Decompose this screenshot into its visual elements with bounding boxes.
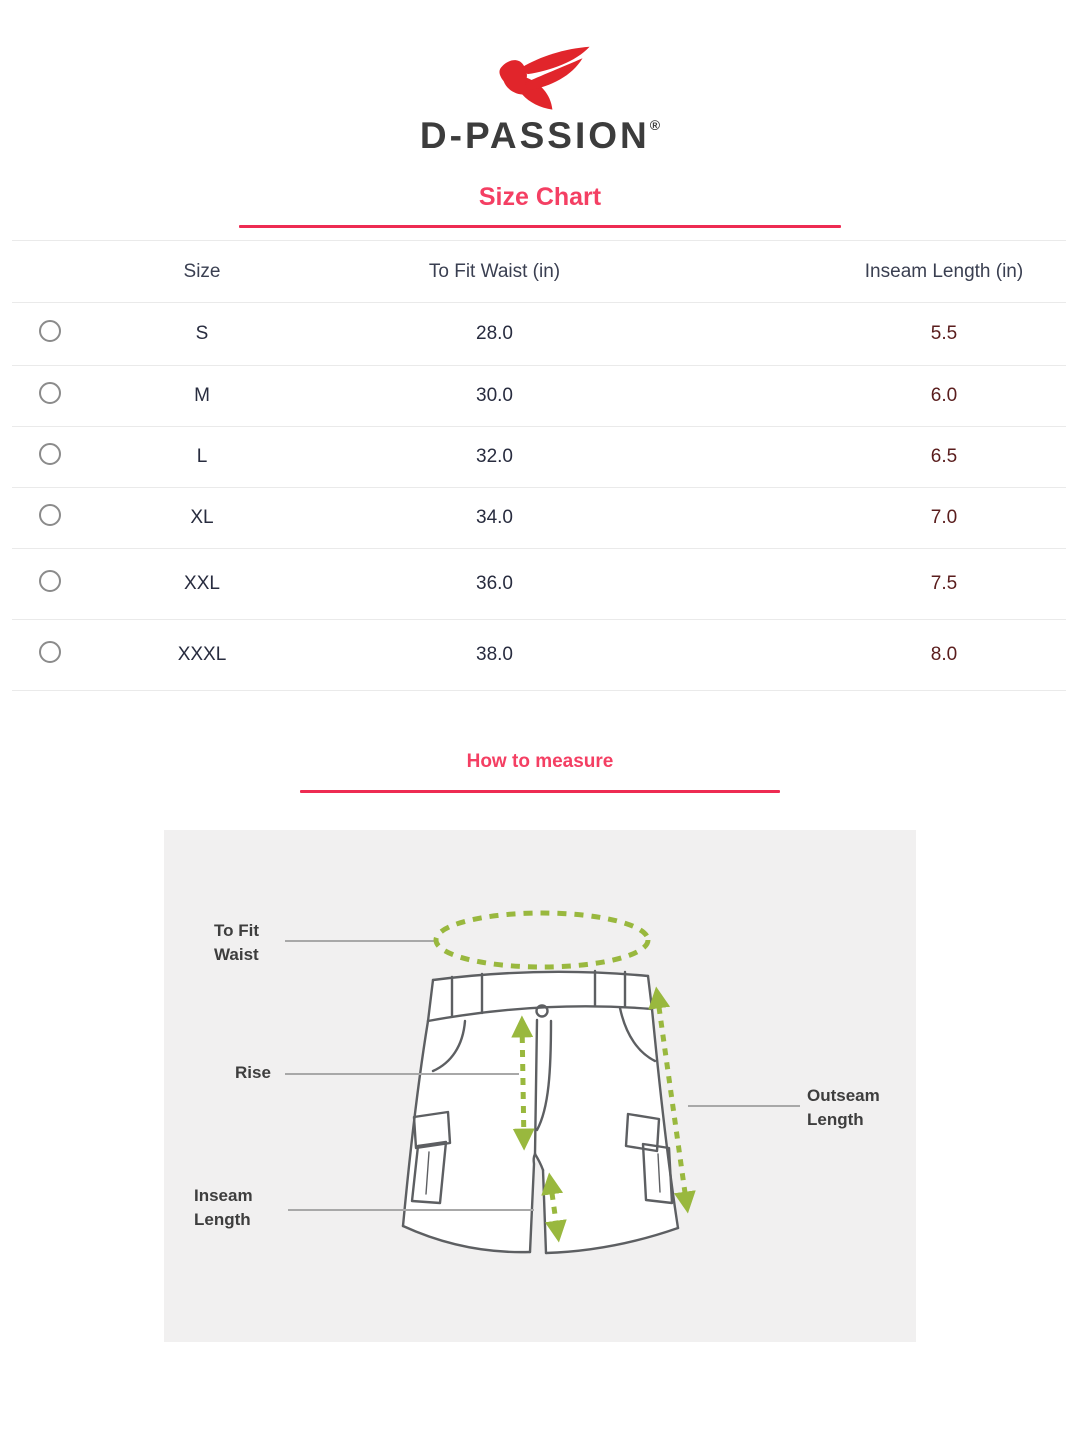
table-row[interactable]: XL 34.0 7.0 [12, 488, 1066, 549]
table-row[interactable]: M 30.0 6.0 [12, 366, 1066, 427]
table-row[interactable]: XXXL 38.0 8.0 [12, 620, 1066, 691]
size-radio[interactable] [39, 382, 61, 404]
outseam-length-label-line2: Length [807, 1110, 864, 1129]
brand-name: D-PASSION® [420, 117, 660, 154]
size-radio[interactable] [39, 570, 61, 592]
size-value: S [195, 323, 209, 344]
table-row[interactable]: S 28.0 5.5 [12, 303, 1066, 366]
outseam-length-label: Outseam Length [807, 1084, 880, 1132]
rise-label: Rise [235, 1063, 271, 1082]
inseam-length-label: Inseam Length [194, 1184, 253, 1232]
radio-cell [12, 641, 92, 669]
column-header-size: Size [183, 260, 221, 282]
measure-diagram: To Fit Waist Rise Inseam Length Outseam … [164, 830, 916, 1342]
inseam-value: 6.5 [930, 446, 958, 467]
inseam-value: 7.0 [930, 507, 958, 528]
size-chart-title: Size Chart [478, 183, 602, 211]
size-chart-underline [239, 225, 841, 228]
size-value: L [196, 446, 208, 467]
to-fit-waist-label-line1: To Fit [214, 921, 259, 940]
inseam-length-label-line2: Length [194, 1210, 251, 1229]
waist-value: 32.0 [476, 446, 513, 467]
table-header-row: Size To Fit Waist (in) Inseam Length (in… [12, 240, 1066, 303]
size-radio[interactable] [39, 443, 61, 465]
how-to-measure-underline [300, 790, 780, 793]
inseam-value: 7.5 [930, 573, 958, 594]
size-value: XL [190, 507, 214, 528]
column-header-inseam: Inseam Length (in) [864, 260, 1024, 282]
brand-logo-icon [499, 46, 590, 110]
table-row[interactable]: L 32.0 6.5 [12, 427, 1066, 488]
radio-cell [12, 570, 92, 598]
radio-cell [12, 382, 92, 410]
table-row[interactable]: XXL 36.0 7.5 [12, 549, 1066, 620]
radio-cell [12, 443, 92, 471]
size-value: XXL [184, 573, 220, 594]
waist-value: 38.0 [476, 644, 513, 665]
inseam-value: 5.5 [930, 323, 958, 344]
inseam-value: 8.0 [930, 644, 958, 665]
size-radio[interactable] [39, 641, 61, 663]
size-radio[interactable] [39, 504, 61, 526]
waist-value: 36.0 [476, 573, 513, 594]
shorts-diagram-illustration [285, 910, 800, 1255]
how-to-measure-title: How to measure [466, 751, 614, 772]
registered-mark: ® [649, 117, 661, 133]
waist-value: 34.0 [476, 507, 513, 528]
inseam-length-label-line1: Inseam [194, 1186, 253, 1205]
outseam-length-label-line1: Outseam [807, 1086, 880, 1105]
size-radio[interactable] [39, 320, 61, 342]
column-header-waist: To Fit Waist (in) [428, 260, 561, 282]
radio-cell [12, 504, 92, 532]
size-value: XXXL [177, 644, 227, 665]
radio-cell [12, 320, 92, 348]
waist-value: 30.0 [476, 385, 513, 406]
brand-header: D-PASSION® [0, 0, 1080, 154]
to-fit-waist-label-line2: Waist [214, 945, 259, 964]
waist-value: 28.0 [476, 323, 513, 344]
size-table: Size To Fit Waist (in) Inseam Length (in… [0, 240, 1080, 691]
inseam-value: 6.0 [930, 385, 958, 406]
to-fit-waist-label: To Fit Waist [214, 919, 259, 967]
size-value: M [194, 385, 210, 406]
brand-name-text: D-PASSION [419, 115, 650, 156]
